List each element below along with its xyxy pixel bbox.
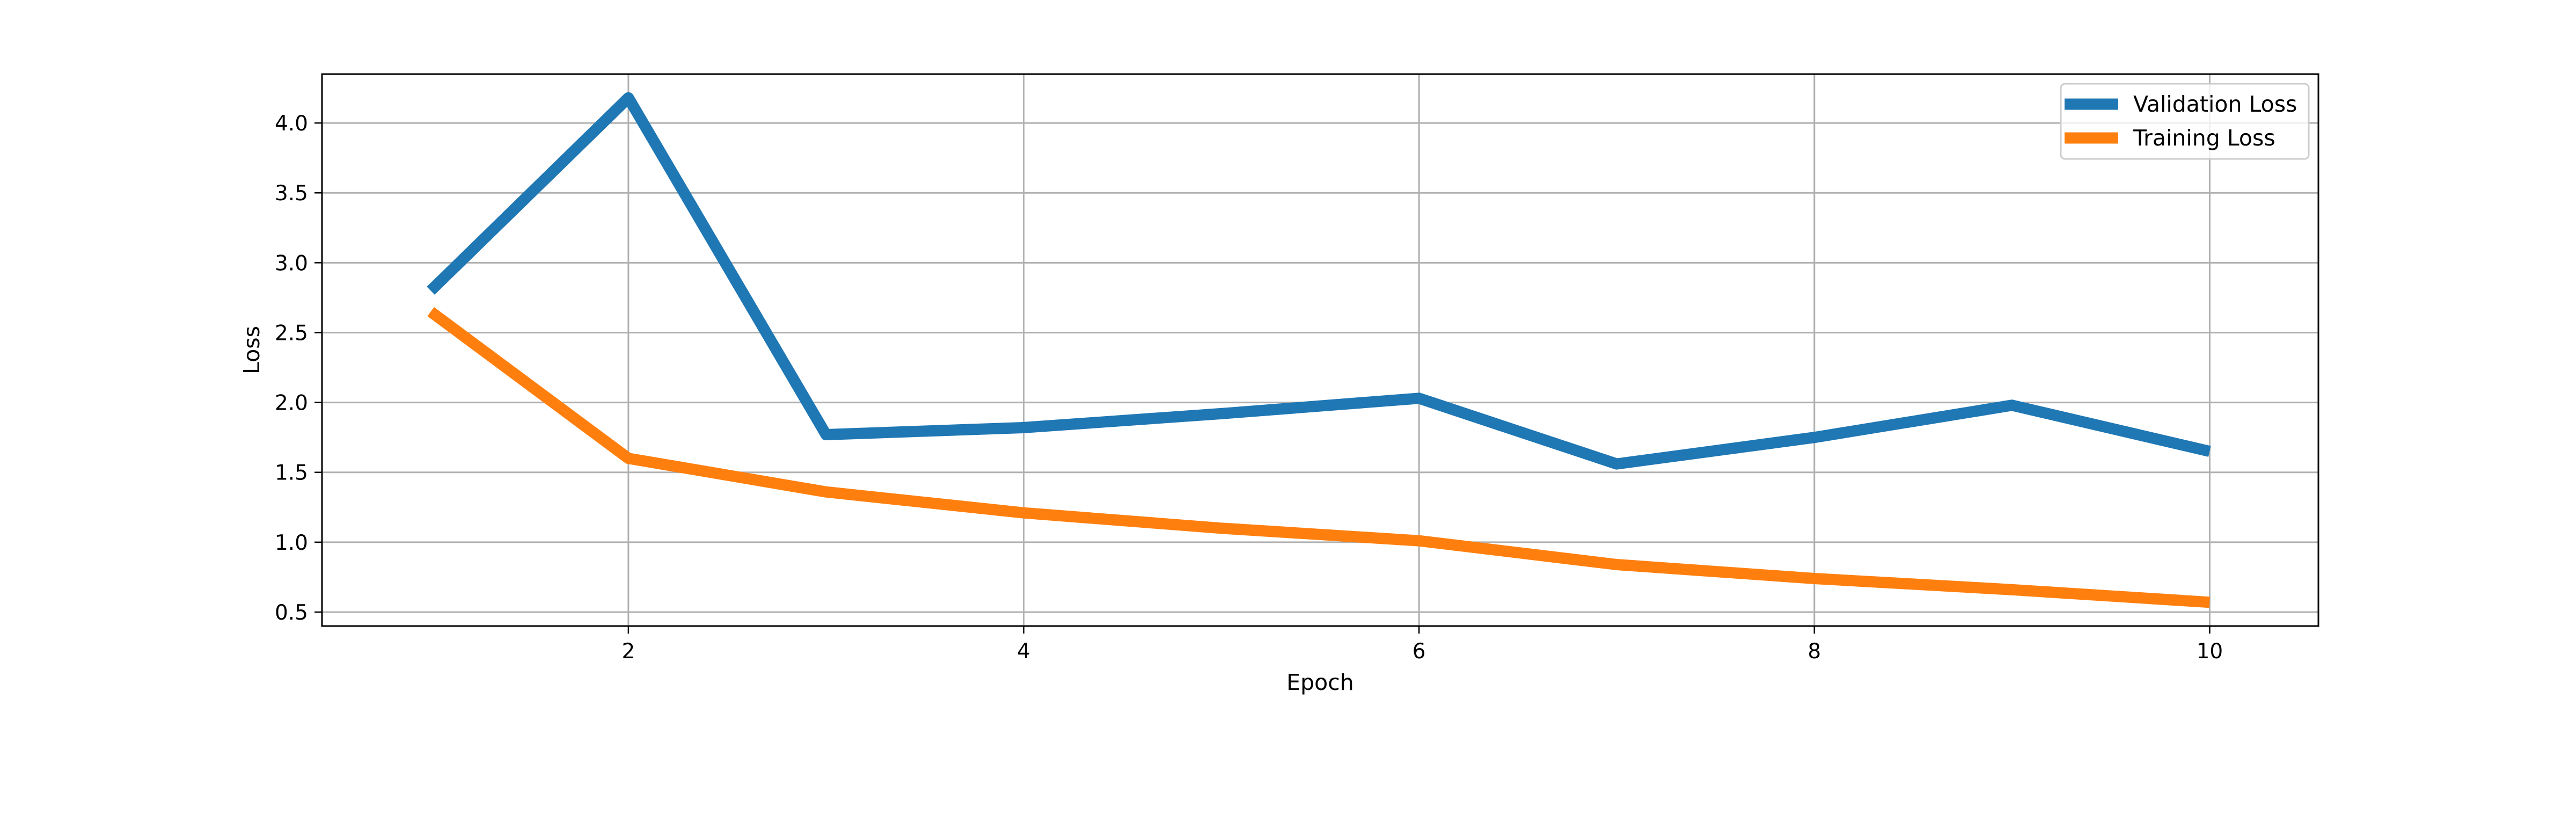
x-tick-label: 6 [1413,639,1426,664]
y-axis-label: Loss [239,326,265,374]
x-axis: 2 4 6 8 10 [621,626,2223,664]
x-tick-label: 2 [621,639,635,664]
y-tick-label: 3.5 [275,181,308,206]
series-layer [427,92,2211,608]
x-axis-label: Epoch [1286,670,1354,695]
y-tick-label: 1.5 [275,461,308,485]
plot-frame [321,73,2319,627]
series-line-training-loss [427,307,2211,608]
y-tick-label: 4.0 [275,112,308,136]
plot-area [322,74,2318,626]
y-tick-label: 1.0 [275,531,308,555]
legend-label-validation-loss: Validation Loss [2133,91,2297,117]
x-tick-label: 8 [1807,639,1821,664]
x-tick-label: 10 [2197,639,2223,664]
y-tick-label: 0.5 [275,601,308,625]
legend: Validation Loss Training Loss [2060,83,2310,160]
y-tick-label: 3.0 [275,251,308,275]
y-tick-label: 2.0 [275,391,308,416]
legend-box [2060,83,2310,160]
y-axis: 0.5 1.0 1.5 2.0 2.5 3.0 3.5 4.0 [275,112,322,625]
series-line-validation-loss [427,92,2211,470]
legend-label-training-loss: Training Loss [2133,125,2275,151]
grid [322,74,2318,626]
y-tick-label: 2.5 [275,321,308,345]
x-tick-label: 4 [1017,639,1030,664]
